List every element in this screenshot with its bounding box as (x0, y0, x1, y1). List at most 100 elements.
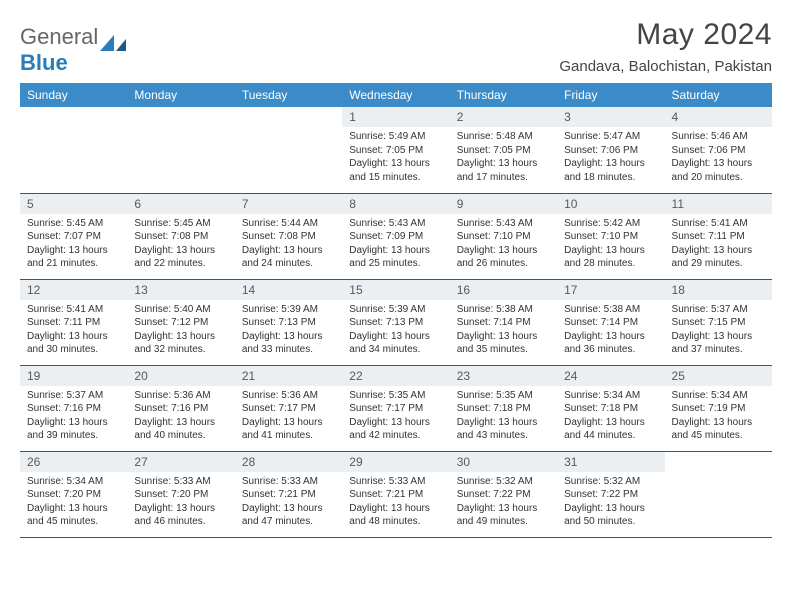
sunrise-line: Sunrise: 5:39 AM (349, 303, 442, 317)
day-number: 6 (127, 194, 234, 214)
sunset-line: Sunset: 7:09 PM (349, 230, 442, 244)
day-header: Sunday (20, 83, 127, 107)
sunset-line: Sunset: 7:11 PM (27, 316, 120, 330)
calendar-day-cell: 2Sunrise: 5:48 AMSunset: 7:05 PMDaylight… (450, 107, 557, 193)
day-details: Sunrise: 5:32 AMSunset: 7:22 PMDaylight:… (557, 472, 664, 534)
day-number: 28 (235, 452, 342, 472)
sunrise-line: Sunrise: 5:35 AM (457, 389, 550, 403)
sunset-line: Sunset: 7:13 PM (242, 316, 335, 330)
calendar-week-row: 12Sunrise: 5:41 AMSunset: 7:11 PMDayligh… (20, 279, 772, 365)
day-details: Sunrise: 5:39 AMSunset: 7:13 PMDaylight:… (235, 300, 342, 362)
day-number: 17 (557, 280, 664, 300)
calendar-day-cell: 19Sunrise: 5:37 AMSunset: 7:16 PMDayligh… (20, 365, 127, 451)
calendar-day-cell (20, 107, 127, 193)
calendar-day-cell: 22Sunrise: 5:35 AMSunset: 7:17 PMDayligh… (342, 365, 449, 451)
daylight-line: Daylight: 13 hours and 28 minutes. (564, 244, 657, 271)
sunrise-line: Sunrise: 5:37 AM (672, 303, 765, 317)
daylight-line: Daylight: 13 hours and 37 minutes. (672, 330, 765, 357)
calendar-day-cell: 6Sunrise: 5:45 AMSunset: 7:08 PMDaylight… (127, 193, 234, 279)
sunrise-line: Sunrise: 5:41 AM (27, 303, 120, 317)
sunset-line: Sunset: 7:07 PM (27, 230, 120, 244)
daylight-line: Daylight: 13 hours and 18 minutes. (564, 157, 657, 184)
sunrise-line: Sunrise: 5:41 AM (672, 217, 765, 231)
sunset-line: Sunset: 7:18 PM (457, 402, 550, 416)
sunrise-line: Sunrise: 5:45 AM (134, 217, 227, 231)
calendar-day-cell: 5Sunrise: 5:45 AMSunset: 7:07 PMDaylight… (20, 193, 127, 279)
day-details: Sunrise: 5:36 AMSunset: 7:17 PMDaylight:… (235, 386, 342, 448)
sunset-line: Sunset: 7:10 PM (564, 230, 657, 244)
day-details: Sunrise: 5:35 AMSunset: 7:18 PMDaylight:… (450, 386, 557, 448)
sunset-line: Sunset: 7:22 PM (564, 488, 657, 502)
daylight-line: Daylight: 13 hours and 30 minutes. (27, 330, 120, 357)
daylight-line: Daylight: 13 hours and 36 minutes. (564, 330, 657, 357)
daylight-line: Daylight: 13 hours and 21 minutes. (27, 244, 120, 271)
day-details: Sunrise: 5:38 AMSunset: 7:14 PMDaylight:… (557, 300, 664, 362)
sunrise-line: Sunrise: 5:36 AM (134, 389, 227, 403)
calendar-week-row: 5Sunrise: 5:45 AMSunset: 7:07 PMDaylight… (20, 193, 772, 279)
daylight-line: Daylight: 13 hours and 50 minutes. (564, 502, 657, 529)
daylight-line: Daylight: 13 hours and 22 minutes. (134, 244, 227, 271)
sunrise-line: Sunrise: 5:44 AM (242, 217, 335, 231)
page-title: May 2024 (559, 18, 772, 52)
day-details: Sunrise: 5:36 AMSunset: 7:16 PMDaylight:… (127, 386, 234, 448)
calendar-day-cell: 18Sunrise: 5:37 AMSunset: 7:15 PMDayligh… (665, 279, 772, 365)
day-details: Sunrise: 5:37 AMSunset: 7:16 PMDaylight:… (20, 386, 127, 448)
sunrise-line: Sunrise: 5:33 AM (134, 475, 227, 489)
calendar-day-cell: 20Sunrise: 5:36 AMSunset: 7:16 PMDayligh… (127, 365, 234, 451)
daylight-line: Daylight: 13 hours and 47 minutes. (242, 502, 335, 529)
day-details: Sunrise: 5:48 AMSunset: 7:05 PMDaylight:… (450, 127, 557, 189)
day-number: 25 (665, 366, 772, 386)
day-number: 1 (342, 107, 449, 127)
sunset-line: Sunset: 7:21 PM (349, 488, 442, 502)
day-number: 19 (20, 366, 127, 386)
day-number: 10 (557, 194, 664, 214)
daylight-line: Daylight: 13 hours and 45 minutes. (672, 416, 765, 443)
calendar-day-cell (665, 451, 772, 537)
sunrise-line: Sunrise: 5:46 AM (672, 130, 765, 144)
daylight-line: Daylight: 13 hours and 32 minutes. (134, 330, 227, 357)
daylight-line: Daylight: 13 hours and 17 minutes. (457, 157, 550, 184)
calendar-day-cell: 15Sunrise: 5:39 AMSunset: 7:13 PMDayligh… (342, 279, 449, 365)
sunset-line: Sunset: 7:21 PM (242, 488, 335, 502)
day-number: 13 (127, 280, 234, 300)
sunrise-line: Sunrise: 5:36 AM (242, 389, 335, 403)
calendar-day-cell: 30Sunrise: 5:32 AMSunset: 7:22 PMDayligh… (450, 451, 557, 537)
day-details: Sunrise: 5:45 AMSunset: 7:08 PMDaylight:… (127, 214, 234, 276)
day-number: 8 (342, 194, 449, 214)
calendar-week-row: 26Sunrise: 5:34 AMSunset: 7:20 PMDayligh… (20, 451, 772, 537)
calendar-day-cell: 27Sunrise: 5:33 AMSunset: 7:20 PMDayligh… (127, 451, 234, 537)
day-header: Monday (127, 83, 234, 107)
daylight-line: Daylight: 13 hours and 35 minutes. (457, 330, 550, 357)
day-number: 23 (450, 366, 557, 386)
sunset-line: Sunset: 7:16 PM (27, 402, 120, 416)
calendar-day-cell: 17Sunrise: 5:38 AMSunset: 7:14 PMDayligh… (557, 279, 664, 365)
calendar-day-cell: 8Sunrise: 5:43 AMSunset: 7:09 PMDaylight… (342, 193, 449, 279)
day-details: Sunrise: 5:42 AMSunset: 7:10 PMDaylight:… (557, 214, 664, 276)
calendar-header-row: Sunday Monday Tuesday Wednesday Thursday… (20, 83, 772, 107)
day-details: Sunrise: 5:38 AMSunset: 7:14 PMDaylight:… (450, 300, 557, 362)
day-number: 7 (235, 194, 342, 214)
day-header: Wednesday (342, 83, 449, 107)
sunrise-line: Sunrise: 5:45 AM (27, 217, 120, 231)
sunrise-line: Sunrise: 5:47 AM (564, 130, 657, 144)
day-details: Sunrise: 5:33 AMSunset: 7:21 PMDaylight:… (235, 472, 342, 534)
sunrise-line: Sunrise: 5:42 AM (564, 217, 657, 231)
sunset-line: Sunset: 7:05 PM (457, 144, 550, 158)
day-details: Sunrise: 5:44 AMSunset: 7:08 PMDaylight:… (235, 214, 342, 276)
day-number: 2 (450, 107, 557, 127)
sunrise-line: Sunrise: 5:33 AM (242, 475, 335, 489)
day-number: 18 (665, 280, 772, 300)
calendar-day-cell: 24Sunrise: 5:34 AMSunset: 7:18 PMDayligh… (557, 365, 664, 451)
sunset-line: Sunset: 7:20 PM (134, 488, 227, 502)
day-number: 27 (127, 452, 234, 472)
day-details: Sunrise: 5:34 AMSunset: 7:18 PMDaylight:… (557, 386, 664, 448)
sunrise-line: Sunrise: 5:43 AM (349, 217, 442, 231)
day-number: 26 (20, 452, 127, 472)
day-number: 12 (20, 280, 127, 300)
calendar-day-cell: 9Sunrise: 5:43 AMSunset: 7:10 PMDaylight… (450, 193, 557, 279)
day-details: Sunrise: 5:33 AMSunset: 7:20 PMDaylight:… (127, 472, 234, 534)
day-number: 31 (557, 452, 664, 472)
title-block: May 2024 Gandava, Balochistan, Pakistan (559, 18, 772, 75)
day-details: Sunrise: 5:47 AMSunset: 7:06 PMDaylight:… (557, 127, 664, 189)
sunrise-line: Sunrise: 5:32 AM (457, 475, 550, 489)
